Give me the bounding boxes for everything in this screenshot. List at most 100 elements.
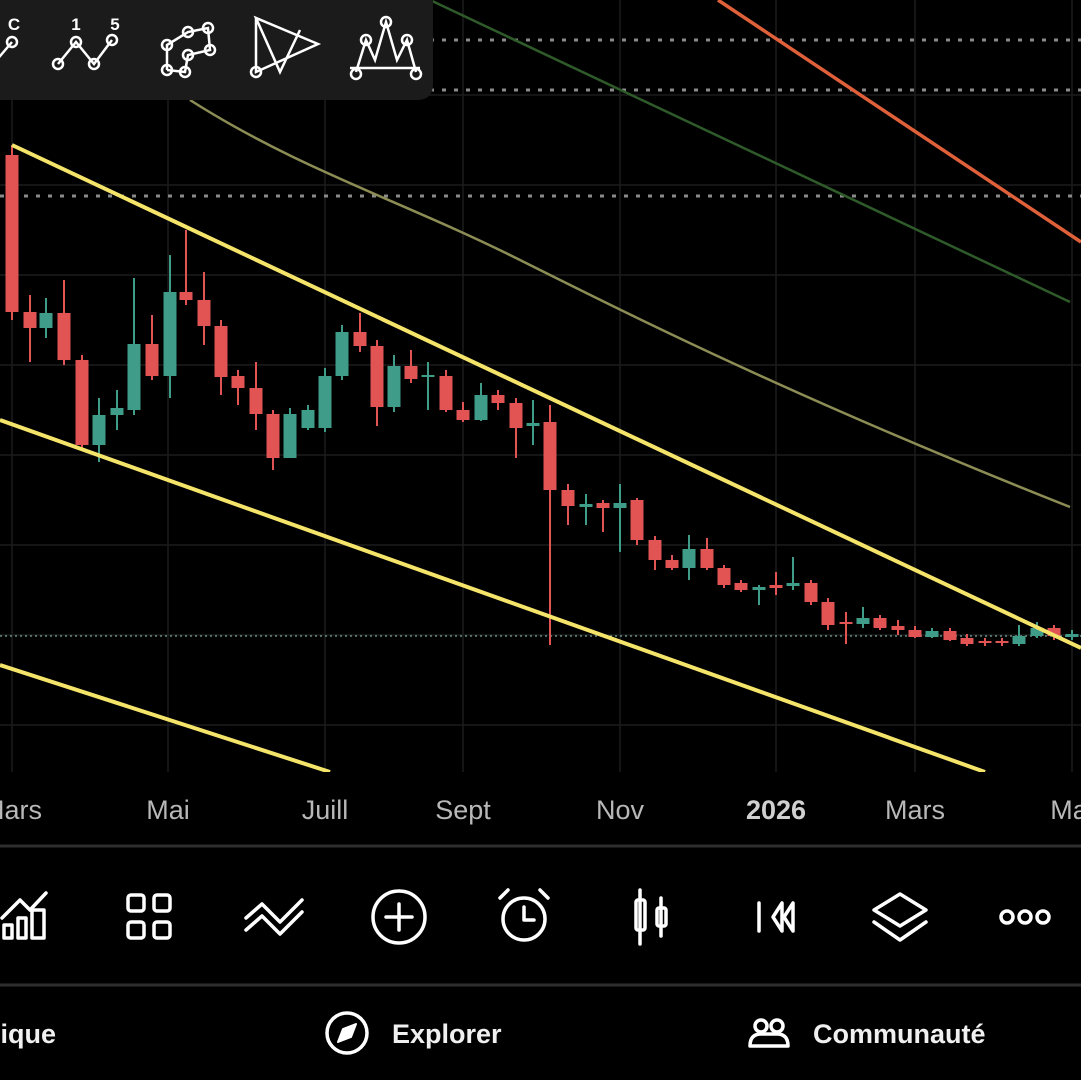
nav-item[interactable]: Graphique (0, 1019, 56, 1049)
candle (734, 580, 748, 592)
candle-body (491, 395, 505, 403)
candle-body (978, 641, 992, 643)
candle-body (456, 410, 470, 420)
nav-item[interactable]: Explorer (392, 1019, 502, 1049)
tool-triangle[interactable] (249, 15, 322, 79)
more-button[interactable] (999, 909, 1051, 925)
time-label: Mars (885, 795, 945, 825)
tool-head-shoulders[interactable] (349, 15, 423, 81)
candle-body (421, 375, 435, 377)
candle (665, 555, 679, 570)
candle-body (543, 422, 557, 490)
candle-body (1065, 634, 1079, 637)
candle-body (943, 631, 957, 640)
horizontal-levels (0, 38, 1081, 198)
candle (943, 628, 957, 641)
candle (197, 272, 211, 345)
candle-body (752, 587, 766, 590)
trend-line (717, 0, 1081, 244)
layers-button[interactable] (872, 892, 928, 942)
time-label: Nov (596, 795, 645, 825)
candle-body (769, 585, 783, 588)
chart-type-button[interactable] (634, 888, 668, 946)
explorer-icon (325, 1011, 369, 1055)
grid (0, 0, 1081, 772)
candle (301, 405, 315, 430)
time-label: Mai (1050, 795, 1081, 825)
candle (682, 535, 696, 580)
candle (769, 572, 783, 595)
moving-average (429, 0, 1071, 304)
candle-body (39, 313, 53, 328)
layout-button[interactable] (126, 893, 172, 940)
candle (439, 370, 453, 412)
candle (995, 638, 1009, 646)
candle-body (335, 332, 349, 376)
candle-body (873, 618, 887, 628)
candle-body (75, 360, 89, 445)
drawings-button[interactable] (244, 898, 304, 936)
candle-body (613, 503, 627, 508)
candle-body (353, 332, 367, 346)
candle-body (526, 423, 540, 426)
candle (404, 350, 418, 383)
channel-line (0, 418, 986, 774)
candle (596, 500, 610, 532)
candle-body (145, 344, 159, 376)
candle (978, 638, 992, 646)
candle (700, 538, 714, 570)
candle-body (249, 388, 263, 414)
candle (1065, 630, 1079, 640)
nav-item[interactable]: Communauté (813, 1019, 986, 1049)
candle (526, 400, 540, 445)
candle (456, 402, 470, 422)
channel-line (0, 663, 331, 774)
candle (127, 278, 141, 415)
candle (335, 325, 349, 380)
candle-body (318, 376, 332, 428)
candle (145, 315, 159, 380)
tool-abcd[interactable]: C (0, 15, 20, 62)
candle (231, 370, 245, 405)
candle-body (127, 344, 141, 410)
channel-line (11, 143, 1081, 650)
candle-body (404, 366, 418, 379)
time-label: Sept (435, 795, 491, 825)
tool-pattern[interactable] (160, 21, 217, 79)
candle (717, 565, 731, 588)
alert-button[interactable] (498, 888, 550, 942)
chart-toolbar (0, 888, 1051, 946)
candle (821, 598, 835, 630)
time-label: Juill (302, 795, 349, 825)
candle-body (5, 155, 19, 312)
candle (163, 255, 177, 398)
moving-average (189, 98, 1071, 509)
candle-body (370, 346, 384, 407)
candle-body (891, 626, 905, 630)
candle (752, 585, 766, 605)
tool-label: 5 (110, 15, 119, 34)
candle-body (1030, 628, 1044, 636)
add-button[interactable] (371, 889, 427, 945)
tool-elliott[interactable]: 1 5 (51, 15, 120, 71)
candle (648, 536, 662, 570)
candle (960, 634, 974, 646)
candle-body (734, 583, 748, 590)
candle (318, 368, 332, 432)
candle-body (57, 313, 71, 360)
candle (57, 280, 71, 365)
candle (804, 580, 818, 605)
candle-body (23, 312, 37, 328)
indicators-button[interactable] (0, 891, 48, 940)
candle (249, 362, 263, 430)
candle (613, 484, 627, 552)
candle (491, 390, 505, 410)
candle-body (163, 292, 177, 376)
time-label: Mai (146, 795, 190, 825)
replay-button[interactable] (757, 901, 795, 933)
bottom-nav: Graphique Explorer Communauté (0, 1011, 986, 1055)
candle-body (960, 638, 974, 644)
candle-body (179, 292, 193, 300)
